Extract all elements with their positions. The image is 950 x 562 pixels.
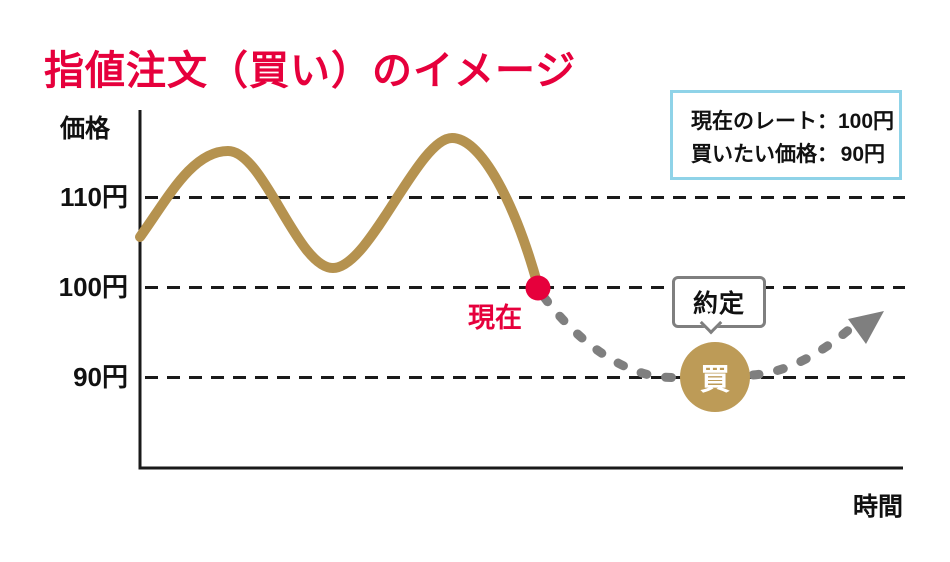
projected-curve-up: [748, 323, 856, 380]
info-target-price-label: 買いたい価格：: [691, 143, 838, 166]
current-annotation: 現在: [468, 303, 522, 333]
info-line-current-rate: 現在のレート： 100円: [691, 108, 894, 135]
x-axis-label: 時間: [852, 493, 903, 521]
current-rate-dot: [525, 275, 551, 301]
ytick-100yen: 100円: [58, 272, 128, 302]
y-axis-label: 価格: [60, 115, 111, 143]
ytick-110yen: 110円: [60, 182, 128, 212]
buy-execution-circle: [680, 342, 750, 412]
info-line-target-price: 買いたい価格： 90円: [691, 141, 885, 168]
rate-info-box: 現在のレート： 100円 買いたい価格： 90円: [670, 90, 902, 180]
info-target-price-value: 90円: [840, 143, 885, 166]
buy-circle-label: 買: [700, 364, 730, 397]
price-history-curve: [135, 132, 543, 291]
info-current-rate-label: 現在のレート：: [691, 110, 838, 133]
trend-arrowhead-icon: [848, 311, 884, 344]
info-current-rate-value: 100円: [838, 110, 895, 133]
ytick-90yen: 90円: [73, 362, 128, 392]
page-title: 指値注文（買い）のイメージ: [44, 49, 577, 93]
projected-curve-down: [539, 292, 685, 382]
